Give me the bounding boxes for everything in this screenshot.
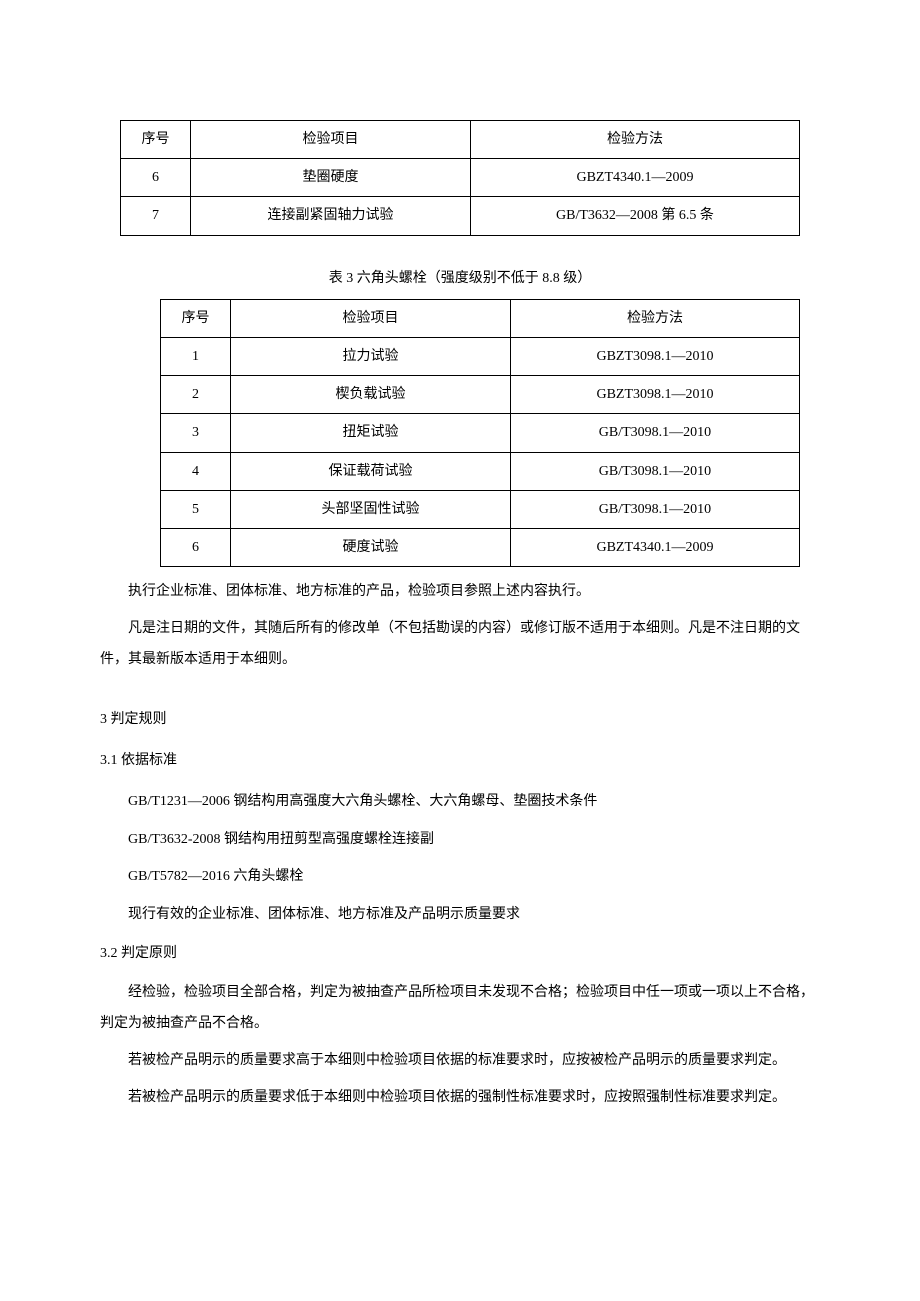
cell-method: GB/T3632—2008 第 6.5 条 xyxy=(471,197,800,235)
cell-item: 扭矩试验 xyxy=(231,414,511,452)
cell-seq: 4 xyxy=(161,452,231,490)
cell-item: 垫圈硬度 xyxy=(191,159,471,197)
cell-method: GBZT4340.1—2009 xyxy=(471,159,800,197)
section-3-2-title: 3.2 判定原则 xyxy=(100,939,820,970)
table-header-row: 序号 检验项目 检验方法 xyxy=(161,299,800,337)
cell-method: GB/T3098.1—2010 xyxy=(511,414,800,452)
table-row: 1 拉力试验 GBZT3098.1—2010 xyxy=(161,337,800,375)
cell-item: 连接副紧固轴力试验 xyxy=(191,197,471,235)
table-2-caption: 表 3 六角头螺栓（强度级别不低于 8.8 级） xyxy=(100,266,820,291)
cell-seq: 6 xyxy=(121,159,191,197)
header-item: 检验项目 xyxy=(231,299,511,337)
cell-method: GB/T3098.1—2010 xyxy=(511,452,800,490)
cell-method: GBZT3098.1—2010 xyxy=(511,376,800,414)
cell-item: 拉力试验 xyxy=(231,337,511,375)
paragraph-exec-std: 执行企业标准、团体标准、地方标准的产品，检验项目参照上述内容执行。 xyxy=(100,577,820,608)
paragraph-dated-docs-text: 凡是注日期的文件，其随后所有的修改单（不包括勘误的内容）或修订版不适用于本细则。… xyxy=(100,621,800,667)
cell-seq: 3 xyxy=(161,414,231,452)
cell-method: GB/T3098.1—2010 xyxy=(511,490,800,528)
header-item: 检验项目 xyxy=(191,121,471,159)
cell-item: 头部坚固性试验 xyxy=(231,490,511,528)
section-3-1-title: 3.1 依据标准 xyxy=(100,746,820,777)
paragraph-dated-docs: 凡是注日期的文件，其随后所有的修改单（不包括勘误的内容）或修订版不适用于本细则。… xyxy=(100,614,820,676)
header-seq: 序号 xyxy=(121,121,191,159)
inspection-table-2: 序号 检验项目 检验方法 1 拉力试验 GBZT3098.1—2010 2 楔负… xyxy=(160,299,800,567)
inspection-table-1: 序号 检验项目 检验方法 6 垫圈硬度 GBZT4340.1—2009 7 连接… xyxy=(120,120,800,236)
judgment-para-1-text: 经检验，检验项目全部合格，判定为被抽查产品所检项目未发现不合格；检验项目中任一项… xyxy=(100,985,814,1031)
cell-item: 硬度试验 xyxy=(231,528,511,566)
cell-seq: 2 xyxy=(161,376,231,414)
std-ref-1: GB/T1231—2006 钢结构用高强度大六角头螺栓、大六角螺母、垫圈技术条件 xyxy=(100,785,820,819)
cell-method: GBZT4340.1—2009 xyxy=(511,528,800,566)
cell-seq: 1 xyxy=(161,337,231,375)
judgment-para-3: 若被检产品明示的质量要求低于本细则中检验项目依据的强制性标准要求时，应按照强制性… xyxy=(100,1083,820,1114)
judgment-para-2: 若被检产品明示的质量要求高于本细则中检验项目依据的标准要求时，应按被检产品明示的… xyxy=(100,1046,820,1077)
cell-seq: 7 xyxy=(121,197,191,235)
cell-method: GBZT3098.1—2010 xyxy=(511,337,800,375)
section-3-title: 3 判定规则 xyxy=(100,705,820,736)
table-row: 6 垫圈硬度 GBZT4340.1—2009 xyxy=(121,159,800,197)
judgment-para-1: 经检验，检验项目全部合格，判定为被抽查产品所检项目未发现不合格；检验项目中任一项… xyxy=(100,978,820,1040)
table-row: 4 保证载荷试验 GB/T3098.1—2010 xyxy=(161,452,800,490)
table-row: 2 楔负载试验 GBZT3098.1—2010 xyxy=(161,376,800,414)
table-row: 5 头部坚固性试验 GB/T3098.1—2010 xyxy=(161,490,800,528)
table-row: 7 连接副紧固轴力试验 GB/T3632—2008 第 6.5 条 xyxy=(121,197,800,235)
header-method: 检验方法 xyxy=(471,121,800,159)
table-row: 6 硬度试验 GBZT4340.1—2009 xyxy=(161,528,800,566)
table-row: 3 扭矩试验 GB/T3098.1—2010 xyxy=(161,414,800,452)
cell-seq: 5 xyxy=(161,490,231,528)
table-header-row: 序号 检验项目 检验方法 xyxy=(121,121,800,159)
std-ref-2: GB/T3632-2008 钢结构用扭剪型高强度螺栓连接副 xyxy=(100,823,820,857)
judgment-para-2-text: 若被检产品明示的质量要求高于本细则中检验项目依据的标准要求时，应按被检产品明示的… xyxy=(128,1053,786,1068)
header-seq: 序号 xyxy=(161,299,231,337)
cell-seq: 6 xyxy=(161,528,231,566)
cell-item: 楔负载试验 xyxy=(231,376,511,414)
cell-item: 保证载荷试验 xyxy=(231,452,511,490)
std-ref-3: GB/T5782—2016 六角头螺栓 xyxy=(100,860,820,894)
std-ref-4: 现行有效的企业标准、团体标准、地方标准及产品明示质量要求 xyxy=(100,898,820,932)
header-method: 检验方法 xyxy=(511,299,800,337)
judgment-para-3-text: 若被检产品明示的质量要求低于本细则中检验项目依据的强制性标准要求时，应按照强制性… xyxy=(128,1090,786,1105)
